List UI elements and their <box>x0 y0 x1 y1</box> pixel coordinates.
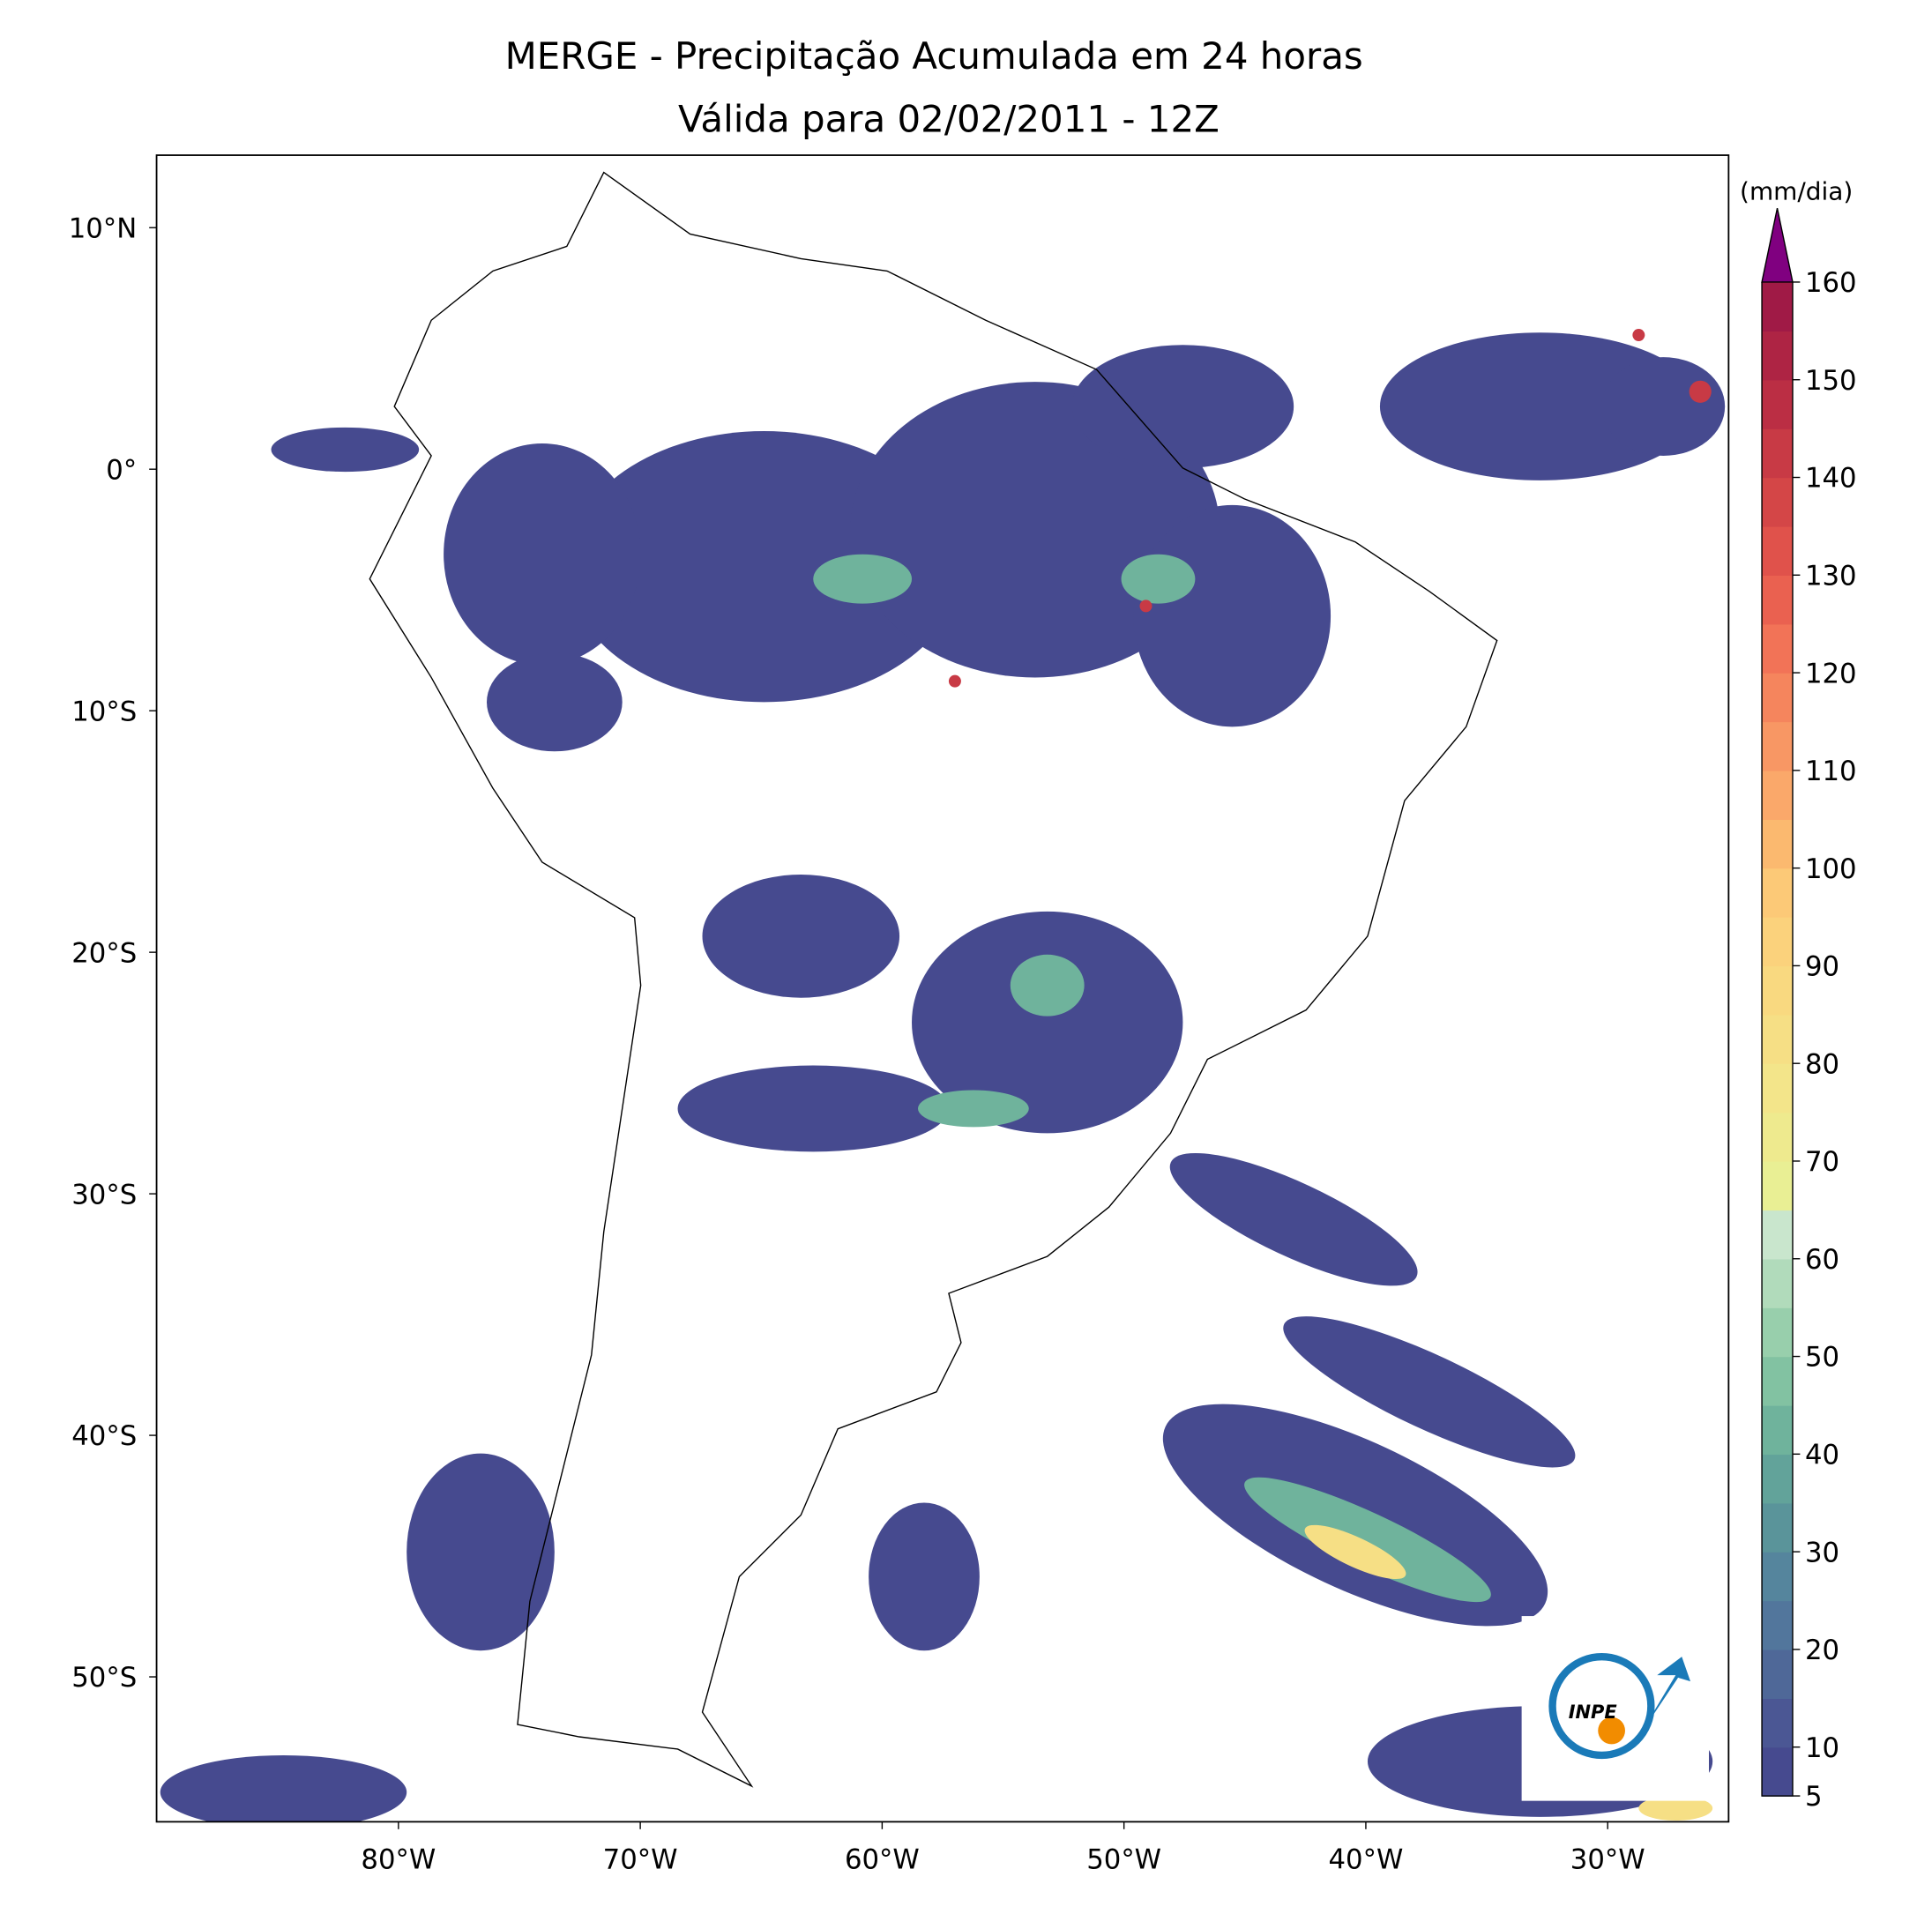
colorbar-tick-label: 40 <box>1805 1440 1839 1471</box>
colorbar-band <box>1762 477 1793 527</box>
colorbar-tick-label: 100 <box>1805 853 1857 885</box>
colorbar-band <box>1762 1404 1793 1456</box>
colorbar-band <box>1762 1552 1793 1602</box>
colorbar-band <box>1762 917 1793 967</box>
colorbar-tick-label: 130 <box>1805 560 1857 592</box>
x-tick-label: 30°W <box>1570 1843 1645 1875</box>
x-tick-label: 50°W <box>1086 1843 1161 1875</box>
colorbar-band <box>1762 1502 1793 1553</box>
x-tick-label: 40°W <box>1329 1843 1404 1875</box>
x-tick-label: 80°W <box>361 1843 436 1875</box>
precip-peak <box>948 329 1712 688</box>
y-tick-label: 10°N <box>69 212 137 244</box>
colorbar-tick-label: 110 <box>1805 756 1857 787</box>
colorbar-band <box>1762 1160 1793 1211</box>
colorbar-tick-label: 20 <box>1805 1635 1839 1666</box>
y-tick-label: 10°S <box>71 696 137 727</box>
colorbar-tick-label: 30 <box>1805 1537 1839 1568</box>
precip-high <box>1304 1524 1713 1821</box>
colorbar-tick-label: 120 <box>1805 658 1857 689</box>
colorbar-band <box>1762 1454 1793 1504</box>
colorbar-band <box>1762 379 1793 429</box>
precip-low <box>160 332 1726 1822</box>
colorbar-tick-label: 50 <box>1805 1342 1839 1374</box>
x-tick-label: 60°W <box>845 1843 920 1875</box>
colorbar-band <box>1762 1063 1793 1113</box>
colorbar-band <box>1762 819 1793 869</box>
colorbar-band <box>1762 525 1793 576</box>
map-area: INPE <box>155 154 1730 1823</box>
colorbar-band <box>1762 1112 1793 1162</box>
colorbar-band <box>1762 965 1793 1016</box>
colorbar-band <box>1762 1307 1793 1358</box>
colorbar-label: (mm/dia) <box>1740 176 1853 205</box>
colorbar-band <box>1762 428 1793 479</box>
x-tick-label: 70°W <box>603 1843 678 1875</box>
y-tick-label: 0° <box>106 454 137 486</box>
title: MERGE - Precipitação Acumulada em 24 hor… <box>505 34 1363 78</box>
colorbar-tick-label: 150 <box>1805 365 1857 397</box>
subtitle: Válida para 02/02/2011 - 12Z <box>678 97 1220 140</box>
colorbar-band <box>1762 331 1793 381</box>
precip-field <box>160 329 1726 1822</box>
colorbar-band <box>1762 1600 1793 1650</box>
y-tick-label: 50°S <box>71 1662 137 1694</box>
colorbar-band <box>1762 623 1793 674</box>
y-tick-label: 20°S <box>71 937 137 969</box>
logo-arrow <box>1638 1657 1691 1737</box>
colorbar-extend <box>1761 207 1794 283</box>
colorbar-band <box>1762 770 1793 820</box>
colorbar-band <box>1762 673 1793 723</box>
logo-ring <box>1548 1652 1655 1760</box>
colorbar-band <box>1762 1014 1793 1064</box>
map-frame <box>155 154 1730 1823</box>
colorbar-band <box>1762 721 1793 771</box>
colorbar-band <box>1762 1356 1793 1406</box>
colorbar-band <box>1762 1698 1793 1748</box>
colorbar-tick-label: 80 <box>1805 1048 1839 1080</box>
colorbar-band <box>1762 575 1793 625</box>
colorbar-tick-label: 10 <box>1805 1732 1839 1764</box>
y-tick-label: 40°S <box>71 1420 137 1452</box>
colorbar-band <box>1762 868 1793 918</box>
colorbar-tick-label: 60 <box>1805 1244 1839 1276</box>
logo-text: INPE <box>1569 1702 1618 1723</box>
colorbar-tick-label: 90 <box>1805 951 1839 983</box>
y-tick-label: 30°S <box>71 1179 137 1210</box>
coastline <box>369 171 1498 1788</box>
colorbar-band <box>1762 1258 1793 1308</box>
colorbar-tick-label: 70 <box>1805 1146 1839 1178</box>
colorbar-band <box>1762 1649 1793 1699</box>
colorbar-band <box>1762 1210 1793 1260</box>
colorbar-tick-label: 5 <box>1805 1781 1823 1813</box>
colorbar-tick-label: 160 <box>1805 267 1857 299</box>
colorbar-band <box>1762 1746 1793 1797</box>
logo-dot <box>1598 1717 1625 1745</box>
colorbar-frame <box>1761 281 1794 1797</box>
colorbar-tick-label: 140 <box>1805 463 1857 495</box>
logo: INPE <box>1521 1616 1709 1801</box>
colorbar-band <box>1762 281 1793 332</box>
precip-mid <box>813 554 1491 1603</box>
